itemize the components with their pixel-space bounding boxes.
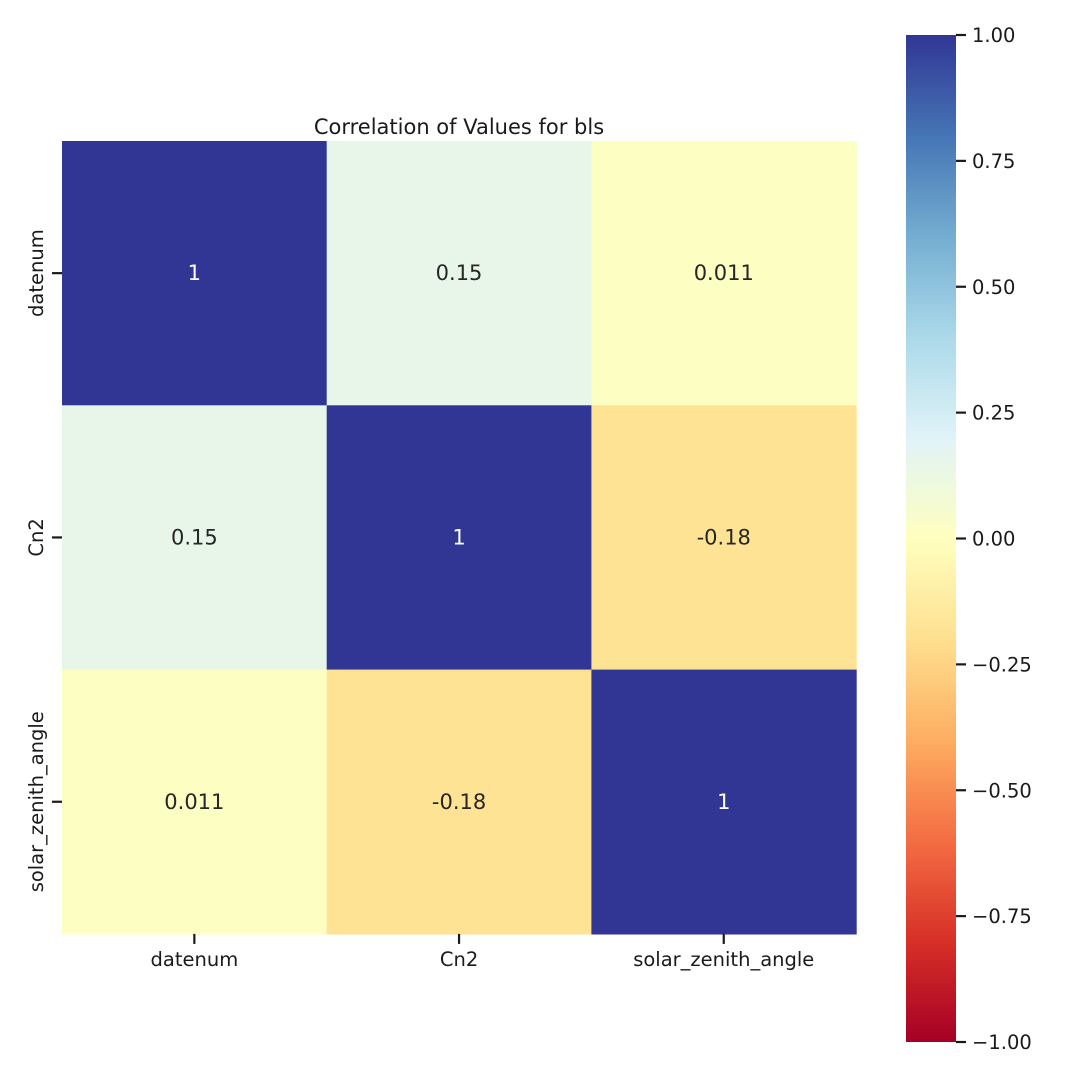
heatmap-cell-r1-c1 <box>326 405 592 671</box>
colorbar: 1.00 0.75 0.50 0.25 0.00 −0.25 −0.50 −0.75 −1.00 <box>906 24 1032 1054</box>
heatmap-cell-r0-c0 <box>62 141 328 406</box>
cell-value-label-r2-c1: -0.18 <box>432 790 486 814</box>
colorbar-tick-label-3: 0.25 <box>972 402 1015 425</box>
heatmap-cell-r2-c0 <box>62 669 328 935</box>
cell-value-label-r0-c2: 0.011 <box>694 261 754 285</box>
cell-value-label-r1-c1: 1 <box>452 525 465 549</box>
y-tick-label-2: solar_zenith_angle <box>25 711 48 892</box>
x-axis: datenum Cn2 solar_zenith_angle <box>151 933 814 971</box>
cell-value-label-r0-c1: 0.15 <box>436 261 483 285</box>
cell-value-label-r0-c0: 1 <box>188 261 201 285</box>
y-tick-label-0: datenum <box>25 229 48 317</box>
heatmap-cell-r1-c0 <box>62 405 328 671</box>
x-tick-label-0: datenum <box>151 948 239 971</box>
colorbar-tick-label-8: −1.00 <box>972 1031 1032 1054</box>
colorbar-tick-label-7: −0.75 <box>972 905 1032 928</box>
colorbar-tick-label-5: −0.25 <box>972 653 1032 676</box>
cell-value-label-r1-c0: 0.15 <box>171 525 218 549</box>
cell-value-label-r1-c2: -0.18 <box>697 525 751 549</box>
heatmap-cell-r0-c2 <box>591 141 857 406</box>
colorbar-tick-label-6: −0.50 <box>972 779 1032 802</box>
y-axis: datenum Cn2 solar_zenith_angle <box>25 229 62 892</box>
x-tick-label-2: solar_zenith_angle <box>633 948 814 971</box>
heatmap-cell-r2-c2 <box>591 669 857 935</box>
y-tick-label-1: Cn2 <box>25 518 48 556</box>
heatmap-cell-r0-c1 <box>326 141 592 406</box>
heatmap-cell-r1-c2 <box>591 405 857 671</box>
cell-value-label-r2-c2: 1 <box>717 790 730 814</box>
colorbar-tick-label-2: 0.50 <box>972 276 1015 299</box>
x-tick-label-1: Cn2 <box>440 948 478 971</box>
heatmap-cells: 1 0.15 0.011 0.15 1 -0.18 0.011 -0.18 1 <box>62 141 857 935</box>
colorbar-tick-label-0: 1.00 <box>972 24 1015 47</box>
colorbar-tick-label-1: 0.75 <box>972 150 1015 173</box>
chart-title: Correlation of Values for bls <box>314 115 604 139</box>
cell-value-label-r2-c0: 0.011 <box>164 790 224 814</box>
heatmap-cell-r2-c1 <box>326 669 592 935</box>
colorbar-tick-label-4: 0.00 <box>972 528 1015 551</box>
colorbar-gradient <box>906 35 956 1042</box>
